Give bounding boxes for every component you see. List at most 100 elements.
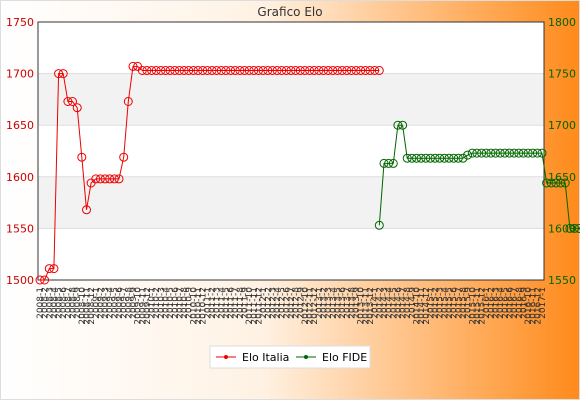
x-tick-label: 2015-5 <box>445 287 455 319</box>
data-point <box>263 66 273 75</box>
x-tick-label: 2016-1 <box>482 287 492 319</box>
grid-band <box>38 176 544 229</box>
x-tick-label: 2009-11 <box>138 287 148 325</box>
x-tick-label: 2010-9 <box>185 287 195 319</box>
data-point <box>286 66 296 75</box>
x-tick-label: 2013-10 <box>357 287 367 325</box>
x-tick-label: 2014-4 <box>385 287 395 319</box>
y-left-tick-label: 1500 <box>6 274 34 287</box>
data-point <box>179 66 189 75</box>
x-tick-label: 2011-6 <box>227 287 237 319</box>
data-point <box>565 223 575 233</box>
x-tick-label: 2016-9 <box>519 287 529 319</box>
data-point <box>212 66 222 75</box>
data-point <box>532 148 542 158</box>
x-tick-label: 2008-3 <box>45 287 55 319</box>
x-tick-label: 2014-1 <box>371 287 381 319</box>
data-point <box>165 66 175 75</box>
data-point <box>356 66 366 75</box>
data-point <box>416 153 426 163</box>
x-tick-label: 2015-9 <box>464 287 474 319</box>
x-tick-label: 2010-10 <box>189 287 199 325</box>
data-point <box>323 66 333 75</box>
x-tick-label: 2008-12 <box>87 287 97 325</box>
data-point <box>309 66 319 75</box>
x-tick-label: 2016-10 <box>524 287 534 325</box>
x-tick-label: 2010-3 <box>157 287 167 319</box>
grid-band <box>38 73 544 126</box>
grid-band <box>38 22 544 74</box>
series-layer <box>35 61 580 285</box>
y-left-tick-label: 1650 <box>6 119 34 132</box>
data-point <box>258 66 268 75</box>
x-tick-label: 2009-7 <box>120 287 130 319</box>
data-point <box>472 148 482 158</box>
data-point <box>305 66 315 75</box>
x-tick-label: 2012-8 <box>292 287 302 319</box>
x-tick-label: 2014-10 <box>413 287 423 325</box>
data-point <box>439 153 449 163</box>
x-tick-label: 2015-10 <box>468 287 478 325</box>
x-axis-labels: 2008-12008-22008-32008-42008-52008-62008… <box>36 287 548 325</box>
data-point <box>528 148 538 158</box>
data-point <box>402 153 412 163</box>
x-tick-label: 2010-2 <box>152 287 162 319</box>
x-tick-label: 2008-2 <box>41 287 51 319</box>
data-point <box>346 66 356 75</box>
x-tick-label: 2010-12 <box>199 287 209 325</box>
data-point <box>574 223 580 233</box>
data-point <box>281 66 291 75</box>
data-point <box>374 66 384 75</box>
x-tick-label: 2012-11 <box>306 287 316 325</box>
x-tick-label: 2011-10 <box>245 287 255 325</box>
x-tick-label: 2011-3 <box>213 287 223 319</box>
x-tick-label: 2009-8 <box>124 287 134 319</box>
data-point <box>546 178 556 188</box>
x-tick-label: 2009-9 <box>129 287 139 319</box>
x-tick-label: 2014-6 <box>394 287 404 319</box>
x-tick-label: 2016-6 <box>505 287 515 319</box>
data-point <box>351 66 361 75</box>
x-tick-label: 2015-11 <box>473 287 483 325</box>
x-tick-label: 2010-8 <box>180 287 190 319</box>
x-tick-label: 2016-4 <box>496 287 506 319</box>
x-tick-label: 2013-12 <box>366 287 376 325</box>
data-point <box>161 66 170 75</box>
x-tick-label: 2012-6 <box>282 287 292 319</box>
data-point <box>147 66 157 75</box>
data-point <box>244 66 254 75</box>
x-tick-label: 2014-3 <box>380 287 390 319</box>
x-tick-label: 2015-2 <box>431 287 441 319</box>
data-point <box>495 148 505 158</box>
x-tick-label: 2016-11 <box>529 287 539 325</box>
x-tick-label: 2011-5 <box>222 287 232 319</box>
data-point <box>198 66 208 75</box>
x-tick-label: 2009-1 <box>92 287 102 319</box>
data-point <box>551 178 561 188</box>
x-tick-label: 2014-2 <box>375 287 385 319</box>
data-point <box>514 148 524 158</box>
data-point <box>556 178 566 188</box>
x-tick-label: 2013-4 <box>329 287 339 319</box>
data-point <box>267 66 277 75</box>
data-point <box>560 178 570 188</box>
data-point <box>518 148 528 158</box>
x-tick-label: 2013-1 <box>315 287 325 319</box>
y-right-tick-label: 1550 <box>548 274 576 287</box>
data-point <box>49 264 59 274</box>
data-point <box>58 69 68 79</box>
x-tick-label: 2011-1 <box>203 287 213 319</box>
data-point <box>156 66 166 75</box>
data-point <box>254 66 263 75</box>
x-tick-label: 2013-11 <box>361 287 371 325</box>
data-point <box>491 148 500 158</box>
data-point <box>170 66 180 75</box>
x-tick-label: 2009-12 <box>143 287 153 325</box>
x-tick-label: 2008-7 <box>64 287 74 319</box>
data-point <box>314 66 324 75</box>
data-point <box>68 97 77 106</box>
data-point <box>421 153 431 163</box>
data-point <box>407 153 417 163</box>
x-tick-label: 2010-11 <box>194 287 204 325</box>
